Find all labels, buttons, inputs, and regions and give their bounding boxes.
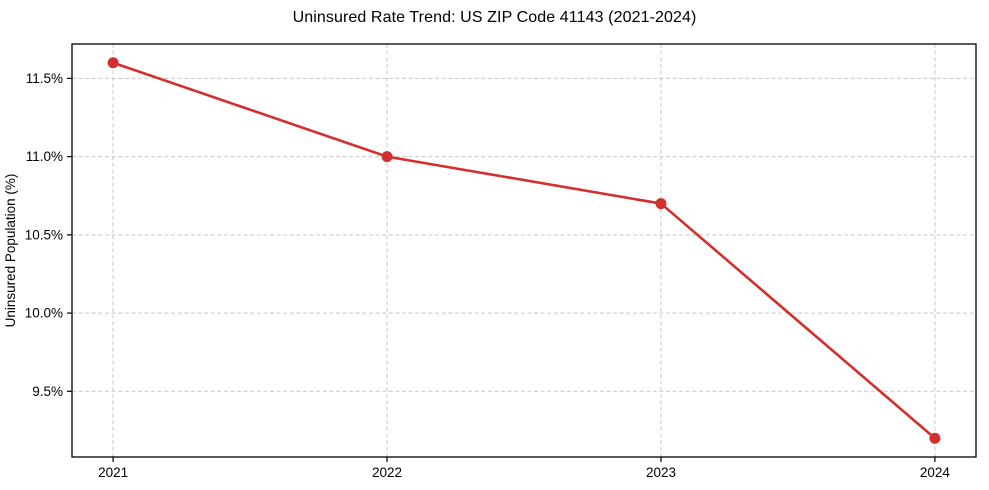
data-point-marker: [381, 151, 393, 163]
y-tick-label: 11.0%: [26, 149, 63, 164]
y-tick-label: 9.5%: [32, 384, 63, 399]
tick-label-layer: 2021 2022 2023 2024 9.5% 10.0% 10.5% 11.0% 11.5%: [25, 71, 951, 480]
x-tick-label: 2021: [98, 465, 128, 480]
data-point-marker: [655, 198, 667, 210]
axis-layer: [67, 43, 977, 462]
y-axis-title: Uninsured Population (%): [3, 174, 18, 328]
trend-line: [111, 61, 937, 440]
y-tick-label: 11.5%: [26, 71, 63, 86]
y-tick-label: 10.5%: [25, 227, 63, 242]
data-series-layer: [107, 57, 941, 444]
plot-border: [71, 43, 977, 458]
grid-layer: [72, 44, 976, 457]
x-tick-label: 2024: [920, 465, 951, 480]
data-point-marker: [929, 432, 941, 444]
chart-title: Uninsured Rate Trend: US ZIP Code 41143 …: [292, 9, 697, 26]
y-tick-label: 10.0%: [25, 306, 63, 321]
data-point-marker: [107, 57, 119, 69]
x-tick-label: 2023: [646, 465, 676, 480]
x-tick-label: 2022: [372, 465, 402, 480]
